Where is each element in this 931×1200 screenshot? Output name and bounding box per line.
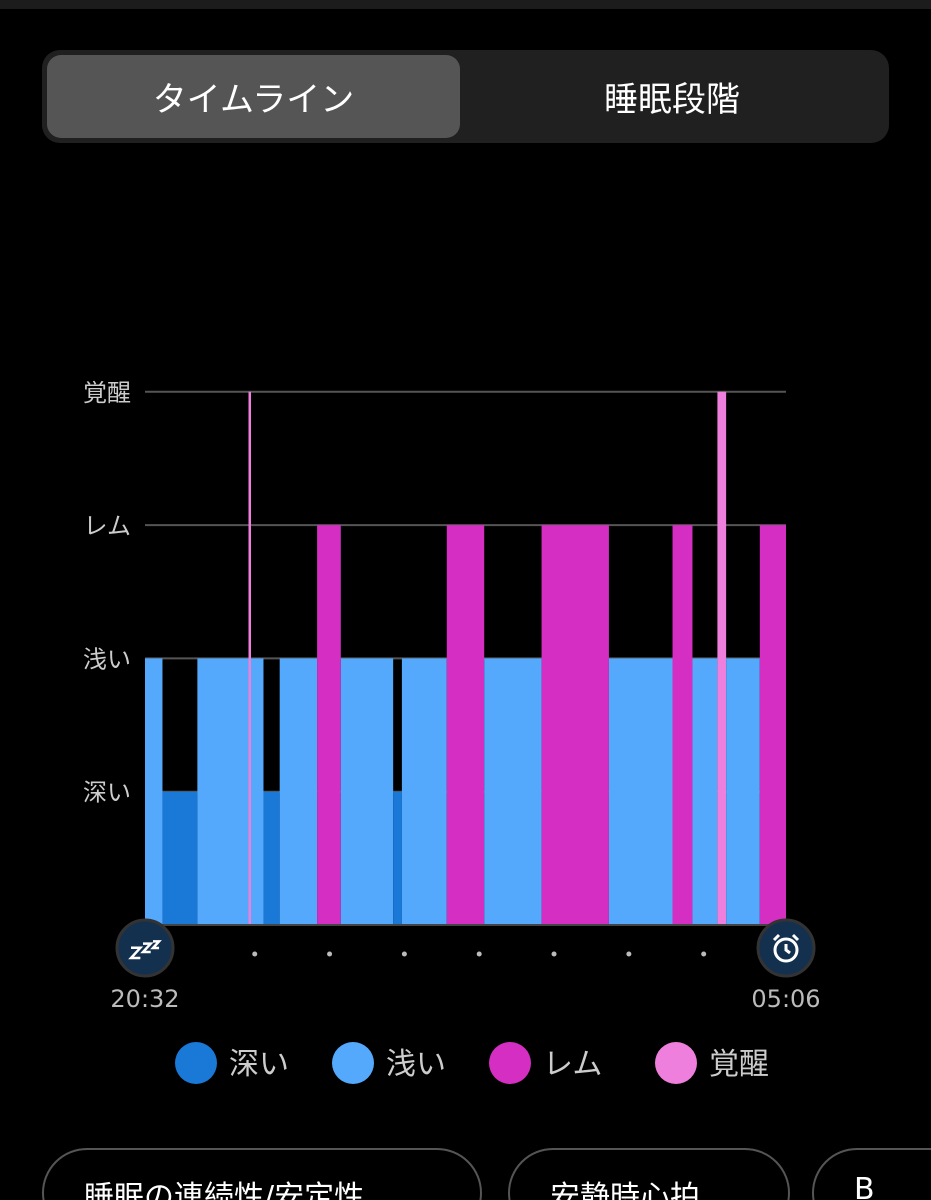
- x-tick-dot: [252, 951, 258, 957]
- y-tick-label: 深い: [83, 779, 131, 807]
- button[interactable]: B: [812, 1148, 931, 1200]
- segment: [279, 658, 318, 925]
- segment: [401, 658, 447, 925]
- x-tick-label: 05:06: [751, 985, 820, 1013]
- icon-glyph: [773, 937, 799, 963]
- segment: [717, 391, 727, 925]
- tab[interactable]: タイムライン: [47, 55, 460, 138]
- legend-swatch: [655, 1042, 697, 1084]
- segment: [393, 791, 402, 925]
- legend-swatch: [332, 1042, 374, 1084]
- segment: [541, 525, 609, 925]
- legend-swatch: [489, 1042, 531, 1084]
- segment: [446, 525, 485, 925]
- button[interactable]: 睡眠の連続性/安定性: [42, 1148, 482, 1200]
- x-tick-dot: [327, 951, 333, 957]
- status-bar: [0, 0, 931, 9]
- icon-glyph: [150, 940, 162, 950]
- segment: [263, 791, 280, 925]
- button[interactable]: 安静時心拍: [508, 1148, 790, 1200]
- segment: [759, 525, 786, 925]
- x-tick-dot: [401, 951, 407, 957]
- legend-label: 浅い: [386, 1047, 446, 1082]
- icon-glyph: [140, 942, 154, 954]
- x-tick-dot: [551, 951, 557, 957]
- segment: [162, 791, 198, 925]
- y-tick-label: 覚醒: [83, 379, 131, 407]
- segment: [197, 658, 249, 925]
- x-tick-dot: [626, 951, 632, 957]
- y-tick-label: レム: [83, 512, 131, 540]
- segment: [145, 658, 163, 925]
- segment: [672, 525, 693, 925]
- x-tick-label: 20:32: [110, 985, 179, 1013]
- segment: [317, 525, 341, 925]
- legend-label: レム: [543, 1047, 602, 1082]
- segment: [251, 658, 264, 925]
- segment: [726, 658, 760, 925]
- icon-glyph: [128, 946, 144, 960]
- legend-swatch: [175, 1042, 217, 1084]
- segment: [248, 391, 252, 925]
- icon-glyph: [772, 933, 800, 955]
- segment: [692, 658, 718, 925]
- tab-bar: タイムライン 睡眠段階: [42, 50, 889, 143]
- x-tick-dot: [701, 951, 707, 957]
- x-tick-dot: [476, 951, 482, 957]
- tab[interactable]: 睡眠段階: [604, 80, 740, 120]
- segment: [608, 658, 673, 925]
- segment: [340, 658, 394, 925]
- segment: [484, 658, 542, 925]
- legend-label: 覚醒: [709, 1047, 769, 1082]
- y-tick-label: 浅い: [83, 645, 131, 673]
- legend-label: 深い: [229, 1047, 289, 1082]
